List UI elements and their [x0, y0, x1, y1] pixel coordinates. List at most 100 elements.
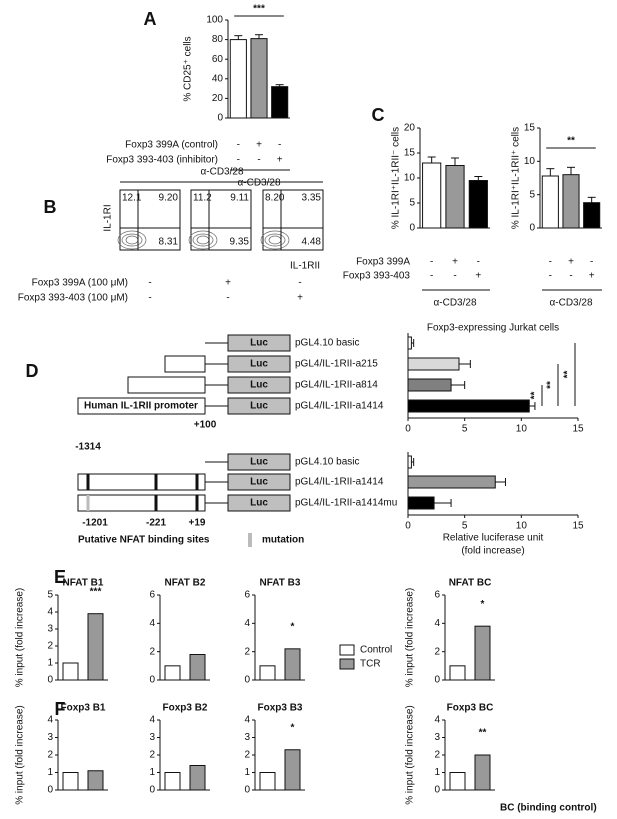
row-label: Foxp3 393-403: [343, 271, 411, 282]
y-tick-label: 4: [149, 618, 155, 629]
chart-title: Foxp3 B2: [162, 703, 207, 714]
nfat-site: [195, 474, 199, 490]
y-tick-label: 0: [149, 785, 155, 796]
significance: *: [291, 722, 295, 733]
sign: -: [257, 155, 260, 166]
sign: -: [237, 140, 240, 151]
y-tick-label: 4: [244, 618, 250, 629]
significance: **: [563, 371, 574, 379]
y-tick-label: 4: [244, 715, 250, 726]
contour: [117, 230, 147, 250]
x-axis-label: (fold increase): [461, 546, 524, 557]
promoter-box: [127, 376, 206, 394]
position-label: +100: [194, 420, 217, 431]
y-tick-label: 10: [524, 156, 536, 167]
y-tick-label: 4: [434, 715, 440, 726]
bar: [407, 455, 412, 469]
y-tick-label: 2: [47, 641, 53, 652]
sign: -: [453, 271, 456, 282]
mutation-swatch: [248, 533, 252, 547]
sign: -: [226, 293, 229, 304]
row-label: Foxp3 399A (control): [125, 140, 218, 151]
x-tick-label: 5: [462, 424, 468, 435]
x-axis-label: Relative luciferase unit: [443, 533, 544, 544]
y-tick-label: 1: [434, 767, 440, 778]
y-tick-label: 3: [434, 732, 440, 743]
y-axis-label: % IL-1RI⁺IL-1RII⁺ cells: [511, 127, 522, 229]
promoter-box: [77, 473, 206, 491]
luc-label: Luc: [250, 477, 268, 488]
construct-label: pGL4.10 basic: [295, 338, 360, 349]
chart-title: NFAT B3: [260, 578, 301, 589]
sign: -: [569, 271, 572, 282]
x-tick-label: 0: [405, 521, 411, 532]
quadrant-value: 9.20: [159, 193, 179, 204]
quadrant-value: 9.11: [230, 193, 249, 204]
nfat-site: [154, 474, 158, 490]
significance: *: [481, 599, 485, 610]
bar: [259, 772, 276, 791]
chart-title: Foxp3 BC: [447, 703, 494, 714]
bar: [62, 662, 79, 681]
treatment-label: Foxp3 399A (100 μM): [32, 278, 128, 289]
bar: [164, 772, 181, 791]
y-tick-label: 2: [47, 750, 53, 761]
sign: -: [278, 140, 281, 151]
quadrant-value: 9.35: [230, 237, 250, 248]
x-tick-label: 15: [572, 521, 584, 532]
y-tick-label: 100: [206, 15, 223, 26]
y-tick-label: 3: [244, 732, 250, 743]
flow-plot: [190, 189, 252, 251]
bar: [62, 772, 79, 791]
luc-label: Luc: [250, 359, 268, 370]
significance: ***: [253, 4, 265, 15]
y-tick-label: 80: [212, 34, 224, 45]
y-tick-label: 4: [47, 715, 53, 726]
promoter-box: [77, 494, 206, 512]
bar: [259, 665, 276, 681]
group-label: α-CD3/28: [237, 178, 280, 189]
quadrant-value: 11.2: [193, 193, 212, 204]
y-tick-label: 0: [217, 113, 223, 124]
y-tick-label: 0: [529, 223, 535, 234]
quadrant-value: 3.35: [302, 193, 322, 204]
sign: -: [237, 155, 240, 166]
panel-label: D: [26, 361, 39, 381]
y-tick-label: 2: [244, 646, 250, 657]
sign: -: [590, 257, 593, 268]
construct-label: pGL4/IL-1RII-a1414mu: [295, 498, 397, 509]
chart-title: Foxp3 B1: [60, 703, 105, 714]
sign: +: [475, 271, 481, 282]
bar: [541, 175, 559, 229]
bar: [250, 38, 268, 119]
row-label: Foxp3 393-403 (inhibitor): [106, 155, 218, 166]
quadrant-value: 8.31: [159, 237, 179, 248]
sign: -: [430, 257, 433, 268]
x-tick-label: 10: [516, 521, 528, 532]
flow-header: α-CD3/28: [200, 167, 243, 178]
y-tick-label: 60: [212, 54, 224, 65]
group-label: α-CD3/28: [549, 298, 592, 309]
y-axis-label: % CD25⁺ cells: [183, 36, 194, 101]
y-tick-label: 15: [404, 148, 416, 159]
bar: [284, 648, 301, 681]
site-label: -221: [146, 518, 166, 529]
bar: [445, 165, 465, 229]
y-axis-label: % input (fold increase): [405, 588, 416, 688]
bar: [474, 754, 491, 791]
sign: +: [589, 271, 595, 282]
y-tick-label: 2: [434, 646, 440, 657]
y-tick-label: 20: [404, 123, 416, 134]
y-tick-label: 3: [149, 732, 155, 743]
y-tick-label: 2: [244, 750, 250, 761]
chart-title: NFAT BC: [449, 578, 492, 589]
panel-label: C: [372, 105, 385, 125]
y-tick-label: 4: [47, 607, 53, 618]
y-tick-label: 0: [244, 785, 250, 796]
bar: [583, 202, 601, 229]
sign: -: [148, 293, 151, 304]
flow-plot: [119, 189, 181, 251]
y-tick-label: 3: [47, 732, 53, 743]
chart-title: Foxp3 B3: [257, 703, 302, 714]
flow-x-label: IL-1RII: [290, 261, 320, 272]
